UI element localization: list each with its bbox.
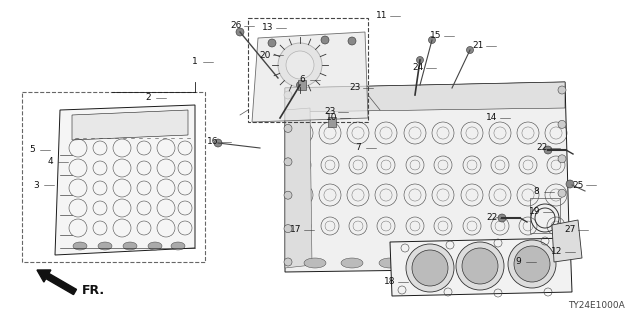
Circle shape: [296, 82, 303, 89]
Circle shape: [268, 39, 276, 47]
Ellipse shape: [304, 258, 326, 268]
Circle shape: [236, 28, 244, 36]
Circle shape: [286, 51, 314, 79]
Circle shape: [284, 191, 292, 199]
Text: 4: 4: [47, 157, 53, 166]
Polygon shape: [252, 32, 368, 122]
Polygon shape: [72, 110, 188, 140]
Text: 3: 3: [33, 180, 39, 189]
Ellipse shape: [341, 258, 363, 268]
Ellipse shape: [98, 242, 112, 250]
Text: 23: 23: [324, 108, 336, 116]
Text: 10: 10: [326, 114, 338, 123]
Bar: [530, 198, 560, 233]
Circle shape: [498, 214, 506, 222]
Ellipse shape: [493, 258, 515, 268]
Text: 27: 27: [564, 226, 576, 235]
Text: 13: 13: [262, 23, 274, 33]
Circle shape: [284, 91, 292, 99]
Text: 12: 12: [551, 247, 563, 257]
Circle shape: [558, 258, 566, 266]
Circle shape: [544, 146, 552, 154]
Text: 6: 6: [299, 76, 305, 84]
Circle shape: [456, 242, 504, 290]
Ellipse shape: [123, 242, 137, 250]
Text: 8: 8: [533, 188, 539, 196]
Text: 18: 18: [384, 277, 396, 286]
Text: 19: 19: [529, 207, 541, 217]
Bar: [328, 117, 336, 127]
Ellipse shape: [379, 258, 401, 268]
Text: TY24E1000A: TY24E1000A: [568, 301, 625, 310]
Bar: [22, 92, 205, 262]
Circle shape: [558, 155, 566, 163]
Circle shape: [406, 244, 454, 292]
Bar: [298, 80, 306, 90]
Circle shape: [558, 120, 566, 128]
Circle shape: [284, 258, 292, 266]
Polygon shape: [552, 220, 582, 262]
Text: 20: 20: [259, 51, 271, 60]
Circle shape: [321, 36, 329, 44]
Text: 25: 25: [572, 180, 584, 189]
Circle shape: [467, 46, 474, 53]
Text: 15: 15: [430, 31, 442, 41]
Text: 24: 24: [412, 63, 424, 73]
Circle shape: [284, 225, 292, 233]
Text: 5: 5: [29, 146, 35, 155]
Ellipse shape: [455, 258, 477, 268]
Circle shape: [417, 57, 424, 63]
Text: 23: 23: [349, 84, 361, 92]
Bar: [248, 18, 368, 122]
Circle shape: [508, 240, 556, 288]
Text: 7: 7: [355, 143, 361, 153]
Text: 11: 11: [376, 12, 388, 20]
Polygon shape: [285, 82, 565, 112]
Circle shape: [462, 248, 498, 284]
Circle shape: [284, 158, 292, 166]
Circle shape: [558, 189, 566, 197]
Circle shape: [514, 246, 550, 282]
Text: 1: 1: [192, 58, 198, 67]
Polygon shape: [285, 82, 570, 272]
Ellipse shape: [73, 242, 87, 250]
Polygon shape: [55, 105, 195, 255]
Text: 26: 26: [230, 21, 242, 30]
Circle shape: [558, 224, 566, 232]
Text: 16: 16: [207, 138, 219, 147]
FancyArrow shape: [37, 270, 77, 295]
Circle shape: [412, 250, 448, 286]
Text: 21: 21: [472, 42, 484, 51]
Circle shape: [214, 139, 222, 147]
Circle shape: [558, 86, 566, 94]
Circle shape: [348, 37, 356, 45]
Text: 14: 14: [486, 114, 498, 123]
Polygon shape: [285, 108, 312, 268]
Ellipse shape: [417, 258, 439, 268]
Circle shape: [278, 43, 322, 87]
Ellipse shape: [148, 242, 162, 250]
Circle shape: [284, 124, 292, 132]
Text: 17: 17: [291, 226, 301, 235]
Polygon shape: [390, 238, 572, 296]
Text: 22: 22: [536, 143, 548, 153]
Circle shape: [566, 180, 574, 188]
Ellipse shape: [171, 242, 185, 250]
Circle shape: [429, 36, 435, 44]
Text: 9: 9: [515, 258, 521, 267]
Text: 2: 2: [145, 93, 151, 102]
Ellipse shape: [531, 258, 553, 268]
Text: FR.: FR.: [82, 284, 105, 297]
Text: 22: 22: [486, 213, 498, 222]
